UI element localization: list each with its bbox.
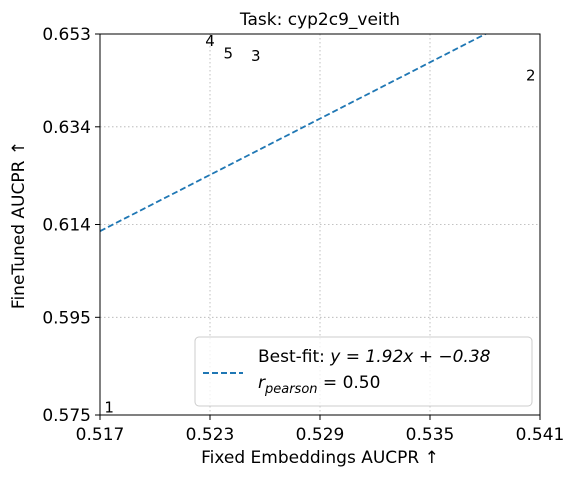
x-tick-label: 0.523 <box>186 425 235 445</box>
point-label: 3 <box>251 47 261 65</box>
point-label: 2 <box>526 66 536 84</box>
point-label: 4 <box>205 32 215 50</box>
x-tick-label: 0.541 <box>516 425 565 445</box>
best-fit-line <box>100 34 488 232</box>
x-tick-label: 0.517 <box>76 425 125 445</box>
point-labels: 1 2 3 45 <box>104 32 535 416</box>
x-tick-label: 0.529 <box>296 425 345 445</box>
legend: Best-fit: y = 1.92x + −0.38 rpearson = 0… <box>194 336 533 407</box>
y-tick-label: 0.634 <box>42 118 91 138</box>
legend-entry-line2: rpearson = 0.50 <box>258 373 380 397</box>
chart-title: Task: cyp2c9_veith <box>239 10 400 30</box>
best-fit-line-group <box>100 34 488 232</box>
y-axis-ticks: 0.575 0.595 0.614 0.634 0.653 <box>42 25 100 426</box>
point-label: 1 <box>104 399 114 417</box>
y-tick-label: 0.614 <box>42 216 91 236</box>
x-axis-ticks: 0.517 0.523 0.529 0.535 0.541 <box>76 415 565 445</box>
y-tick-label: 0.575 <box>42 406 91 426</box>
x-axis-label: Fixed Embeddings AUCPR ↑ <box>201 448 439 468</box>
point-label: 5 <box>224 44 234 62</box>
legend-entry-line1: Best-fit: y = 1.92x + −0.38 <box>258 347 491 367</box>
y-axis-label: FineTuned AUCPR ↑ <box>9 141 29 309</box>
y-tick-label: 0.653 <box>42 25 91 45</box>
x-tick-label: 0.535 <box>406 425 455 445</box>
legend-box <box>194 336 533 407</box>
y-tick-label: 0.595 <box>42 308 91 328</box>
